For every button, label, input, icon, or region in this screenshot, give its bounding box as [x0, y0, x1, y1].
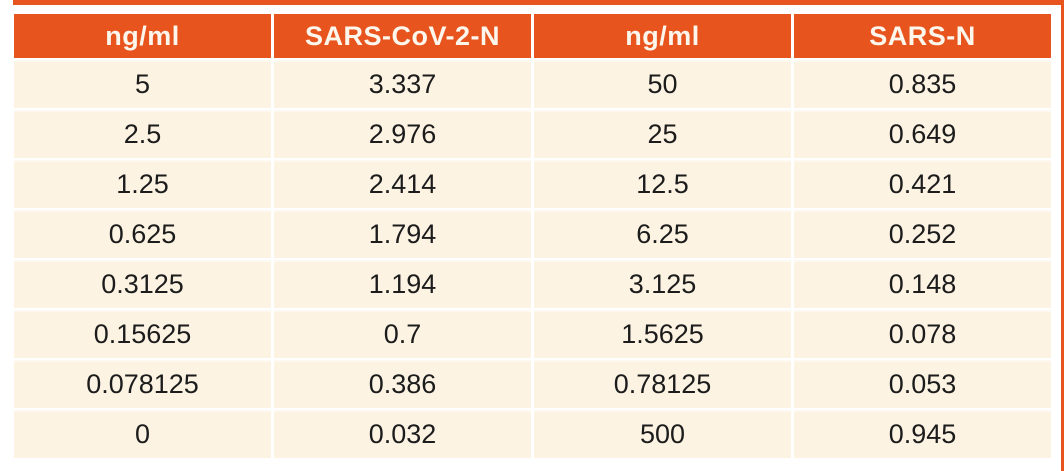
table-cell: 1.5625 — [534, 310, 791, 358]
concentration-table: ng/ml SARS-CoV-2-N ng/ml SARS-N 5 3.337 50… — [11, 12, 1054, 460]
table-cell: 1.194 — [274, 260, 531, 308]
table-cell: 0.625 — [14, 210, 271, 258]
table-cell: 0.7 — [274, 310, 531, 358]
table-cell: 0.3125 — [14, 260, 271, 308]
table-body: 5 3.337 50 0.835 2.5 2.976 25 0.649 1.25 2.414 12.… — [14, 60, 1051, 458]
table-row: 0.3125 1.194 3.125 0.148 — [14, 260, 1051, 308]
table-header-row: ng/ml SARS-CoV-2-N ng/ml SARS-N — [14, 14, 1051, 58]
table-row: 1.25 2.414 12.5 0.421 — [14, 160, 1051, 208]
table-cell: 25 — [534, 110, 791, 158]
table-row: 5 3.337 50 0.835 — [14, 60, 1051, 108]
table-row: 0.625 1.794 6.25 0.252 — [14, 210, 1051, 258]
table-row: 0.078125 0.386 0.78125 0.053 — [14, 360, 1051, 408]
table-cell: 3.125 — [534, 260, 791, 308]
table-cell: 500 — [534, 410, 791, 458]
table-cell: 2.414 — [274, 160, 531, 208]
column-header-ng-ml-2: ng/ml — [534, 14, 791, 58]
column-header-sars-cov-2-n: SARS-CoV-2-N — [274, 14, 531, 58]
table-cell: 0.148 — [794, 260, 1051, 308]
table-cell: 0.078125 — [14, 360, 271, 408]
table-cell: 0.649 — [794, 110, 1051, 158]
table-cell: 0.386 — [274, 360, 531, 408]
table-cell: 0.421 — [794, 160, 1051, 208]
table-cell: 50 — [534, 60, 791, 108]
table-cell: 0.252 — [794, 210, 1051, 258]
table-cell: 2.976 — [274, 110, 531, 158]
table-cell: 12.5 — [534, 160, 791, 208]
top-accent-line — [13, 0, 1064, 5]
right-accent-line — [1061, 0, 1064, 471]
concentration-table-container: ng/ml SARS-CoV-2-N ng/ml SARS-N 5 3.337 50… — [11, 12, 1054, 460]
table-cell: 2.5 — [14, 110, 271, 158]
table-cell: 3.337 — [274, 60, 531, 108]
table-row: 0 0.032 500 0.945 — [14, 410, 1051, 458]
table-cell: 0.078 — [794, 310, 1051, 358]
table-cell: 0.78125 — [534, 360, 791, 408]
table-cell: 0.835 — [794, 60, 1051, 108]
table-row: 0.15625 0.7 1.5625 0.078 — [14, 310, 1051, 358]
column-header-ng-ml-1: ng/ml — [14, 14, 271, 58]
table-cell: 1.794 — [274, 210, 531, 258]
table-header: ng/ml SARS-CoV-2-N ng/ml SARS-N — [14, 14, 1051, 58]
table-cell: 1.25 — [14, 160, 271, 208]
column-header-sars-n: SARS-N — [794, 14, 1051, 58]
table-cell: 5 — [14, 60, 271, 108]
table-cell: 0.945 — [794, 410, 1051, 458]
table-cell: 6.25 — [534, 210, 791, 258]
table-cell: 0.053 — [794, 360, 1051, 408]
table-cell: 0.032 — [274, 410, 531, 458]
table-cell: 0.15625 — [14, 310, 271, 358]
table-cell: 0 — [14, 410, 271, 458]
table-row: 2.5 2.976 25 0.649 — [14, 110, 1051, 158]
